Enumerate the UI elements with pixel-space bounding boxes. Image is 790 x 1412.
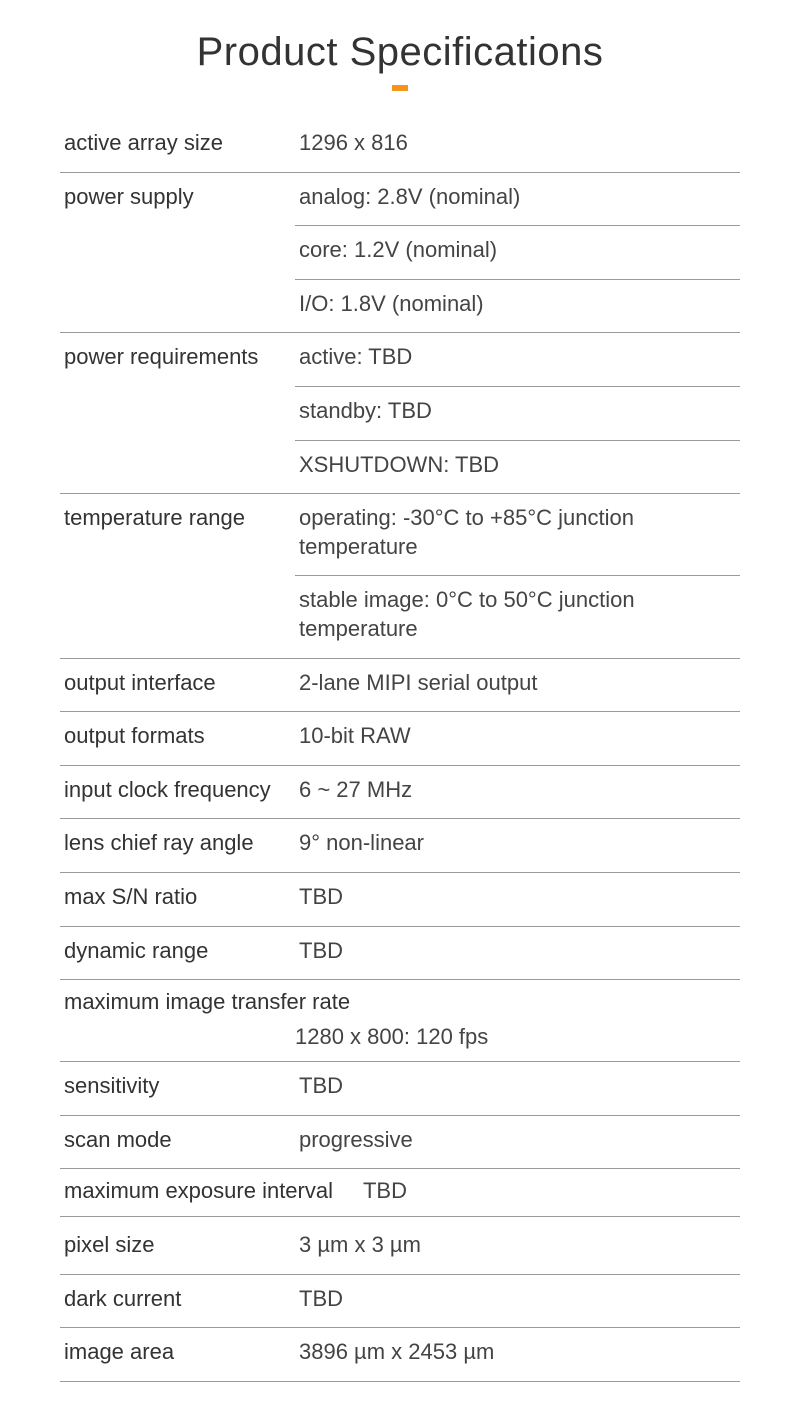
spec-label: active array size: [60, 119, 295, 172]
spec-label: power supply: [60, 173, 295, 333]
spec-value: stable image: 0°C to 50°C junction tempe…: [295, 576, 740, 657]
spec-value: operating: -30°C to +85°C junction tempe…: [295, 494, 740, 576]
spec-label: temperature range: [60, 494, 295, 657]
spec-value: TBD: [295, 927, 740, 980]
spec-label: output interface: [60, 659, 295, 712]
spec-label: maximum image transfer rate: [64, 988, 740, 1017]
spec-value: 3 µm x 3 µm: [295, 1221, 740, 1274]
row-input-clock-frequency: input clock frequency 6 ~ 27 MHz: [60, 766, 740, 820]
row-temperature-range: temperature range operating: -30°C to +8…: [60, 494, 740, 658]
row-image-area: image area 3896 µm x 2453 µm: [60, 1328, 740, 1382]
spec-value: 2-lane MIPI serial output: [295, 659, 740, 712]
spec-value: I/O: 1.8V (nominal): [295, 280, 740, 333]
spec-value: analog: 2.8V (nominal): [295, 173, 740, 227]
spec-label: pixel size: [60, 1221, 295, 1274]
row-max-exposure-interval: maximum exposure interval TBD: [60, 1169, 740, 1217]
spec-value: TBD: [295, 873, 740, 926]
spec-value: 9° non-linear: [295, 819, 740, 872]
spec-value: 1296 x 816: [295, 119, 740, 172]
spec-label: lens chief ray angle: [60, 819, 295, 872]
spec-value: TBD: [295, 1062, 740, 1115]
row-active-array-size: active array size 1296 x 816: [60, 119, 740, 173]
spec-value: TBD: [295, 1275, 740, 1328]
spec-label: dynamic range: [60, 927, 295, 980]
row-power-supply: power supply analog: 2.8V (nominal) core…: [60, 173, 740, 334]
spec-sheet: Product Specifications active array size…: [0, 0, 790, 1412]
row-max-sn-ratio: max S/N ratio TBD: [60, 873, 740, 927]
row-lens-chief-ray-angle: lens chief ray angle 9° non-linear: [60, 819, 740, 873]
row-dynamic-range: dynamic range TBD: [60, 927, 740, 981]
accent-bar: [392, 85, 408, 91]
spec-table: active array size 1296 x 816 power suppl…: [60, 119, 740, 1382]
row-dark-current: dark current TBD: [60, 1275, 740, 1329]
row-max-image-transfer-rate: maximum image transfer rate 1280 x 800: …: [60, 980, 740, 1062]
spec-label: sensitivity: [60, 1062, 295, 1115]
page-title: Product Specifications: [60, 30, 740, 75]
spec-value: standby: TBD: [295, 387, 740, 441]
spec-label: dark current: [60, 1275, 295, 1328]
row-power-requirements: power requirements active: TBD standby: …: [60, 333, 740, 494]
spec-label: maximum exposure interval: [64, 1177, 363, 1206]
spec-label: scan mode: [60, 1116, 295, 1169]
row-output-interface: output interface 2-lane MIPI serial outp…: [60, 659, 740, 713]
row-scan-mode: scan mode progressive: [60, 1116, 740, 1170]
spec-value: 6 ~ 27 MHz: [295, 766, 740, 819]
spec-label: output formats: [60, 712, 295, 765]
spec-value: active: TBD: [295, 333, 740, 387]
spec-value: core: 1.2V (nominal): [295, 226, 740, 280]
spec-value: 1280 x 800: 120 fps: [64, 1017, 740, 1052]
spec-value: 10-bit RAW: [295, 712, 740, 765]
spec-value: XSHUTDOWN: TBD: [295, 441, 740, 494]
row-sensitivity: sensitivity TBD: [60, 1062, 740, 1116]
row-pixel-size: pixel size 3 µm x 3 µm: [60, 1217, 740, 1275]
spec-label: input clock frequency: [60, 766, 295, 819]
row-output-formats: output formats 10-bit RAW: [60, 712, 740, 766]
spec-value: progressive: [295, 1116, 740, 1169]
spec-value: TBD: [363, 1177, 407, 1206]
spec-label: power requirements: [60, 333, 295, 493]
spec-label: max S/N ratio: [60, 873, 295, 926]
